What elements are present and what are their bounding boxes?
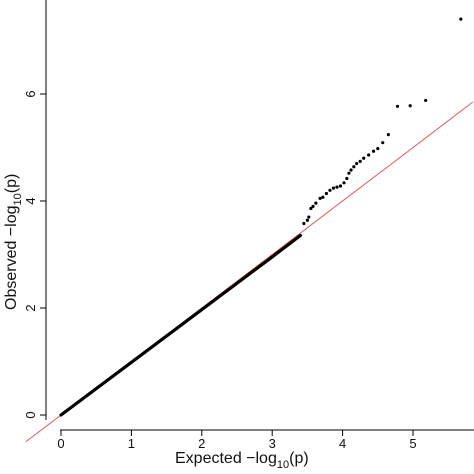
x-tick-label: 0: [57, 436, 64, 451]
y-ticks-layer: 0 2 4 6: [23, 90, 46, 419]
data-point: [311, 204, 315, 208]
x-tick-label: 1: [128, 436, 135, 451]
y-tick-label: 6: [23, 90, 38, 97]
data-point: [371, 149, 376, 153]
data-point: [376, 146, 380, 151]
data-point: [381, 141, 385, 145]
data-point: [408, 104, 412, 108]
dense-points-band: [59, 255, 274, 417]
data-point: [307, 215, 311, 219]
data-point: [335, 185, 339, 189]
data-point: [355, 161, 359, 166]
y-tick-label: 0: [23, 411, 38, 418]
y-tick-label: 2: [23, 304, 38, 311]
data-point: [309, 206, 313, 211]
data-point: [328, 188, 332, 192]
data-point: [345, 176, 349, 181]
data-point: [342, 181, 346, 185]
data-point: [459, 17, 463, 21]
data-point: [302, 221, 306, 226]
data-point: [349, 168, 353, 172]
data-point: [424, 98, 428, 103]
data-point: [362, 156, 366, 160]
points-layer: [59, 17, 463, 417]
data-point: [386, 133, 390, 137]
y-axis-title-main: Observed −log: [3, 205, 20, 310]
data-point: [318, 196, 322, 200]
x-tick-label: 4: [339, 436, 346, 451]
y-tick-label: 4: [23, 197, 38, 204]
data-point: [305, 218, 309, 222]
data-point: [367, 153, 371, 157]
y-axis-title: Observed −log10(p): [3, 174, 24, 310]
x-axis-title-main: Expected −log: [175, 450, 277, 467]
y-axis-title-sub: 10: [12, 193, 24, 205]
x-tick-label: 2: [198, 436, 205, 451]
x-tick-label: 3: [269, 436, 276, 451]
data-point: [338, 184, 343, 188]
data-point: [347, 171, 351, 175]
data-point: [321, 195, 325, 199]
data-point: [395, 104, 400, 108]
dense-points-band: [270, 233, 302, 259]
data-point: [314, 201, 318, 205]
x-tick-label: 5: [409, 436, 416, 451]
x-axis-title-sub: 10: [277, 459, 289, 471]
data-point: [324, 191, 329, 196]
data-point: [331, 186, 336, 190]
data-point: [352, 165, 356, 169]
data-point: [358, 159, 362, 164]
x-ticks-layer: 0 1 2 3 4 5: [57, 430, 417, 451]
x-axis-title: Expected −log10(p): [175, 450, 309, 471]
y-axis-title-tail: (p): [3, 174, 20, 194]
x-axis-title-tail: (p): [289, 450, 309, 467]
